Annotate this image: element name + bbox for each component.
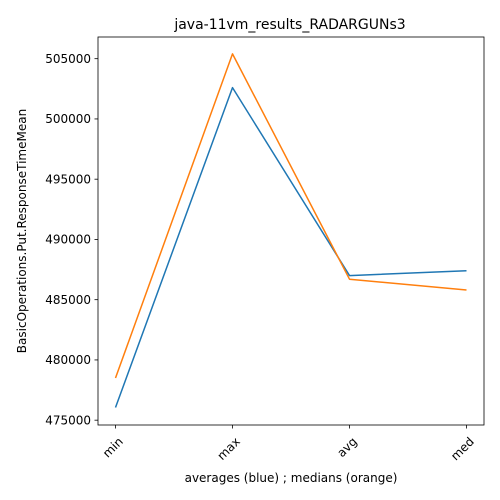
x-axis-label: averages (blue) ; medians (orange): [185, 471, 398, 485]
y-tick-label: 480000: [45, 353, 91, 367]
y-tick-label: 490000: [45, 233, 91, 247]
chart-title: java-11vm_results_RADARGUNs3: [173, 17, 405, 33]
x-tick-label: max: [214, 434, 242, 462]
series-line-0: [114, 86, 467, 408]
plot-area: [114, 53, 467, 408]
y-tick-label: 485000: [45, 293, 91, 307]
y-tick-label: 495000: [45, 172, 91, 186]
x-tick-label: min: [100, 434, 126, 460]
y-axis-label: BasicOperations.Put.ResponseTimeMean: [15, 109, 29, 353]
series-line-1: [114, 53, 467, 379]
axes: 475000 480000 485000 490000 495000 500000 5050…: [45, 52, 477, 463]
y-tick-label: 475000: [45, 413, 91, 427]
x-tick-label: med: [448, 434, 477, 463]
y-tick-label: 500000: [45, 112, 91, 126]
y-tick-label: 505000: [45, 52, 91, 66]
plot-frame: [97, 36, 485, 426]
x-tick-label: avg: [334, 434, 360, 460]
